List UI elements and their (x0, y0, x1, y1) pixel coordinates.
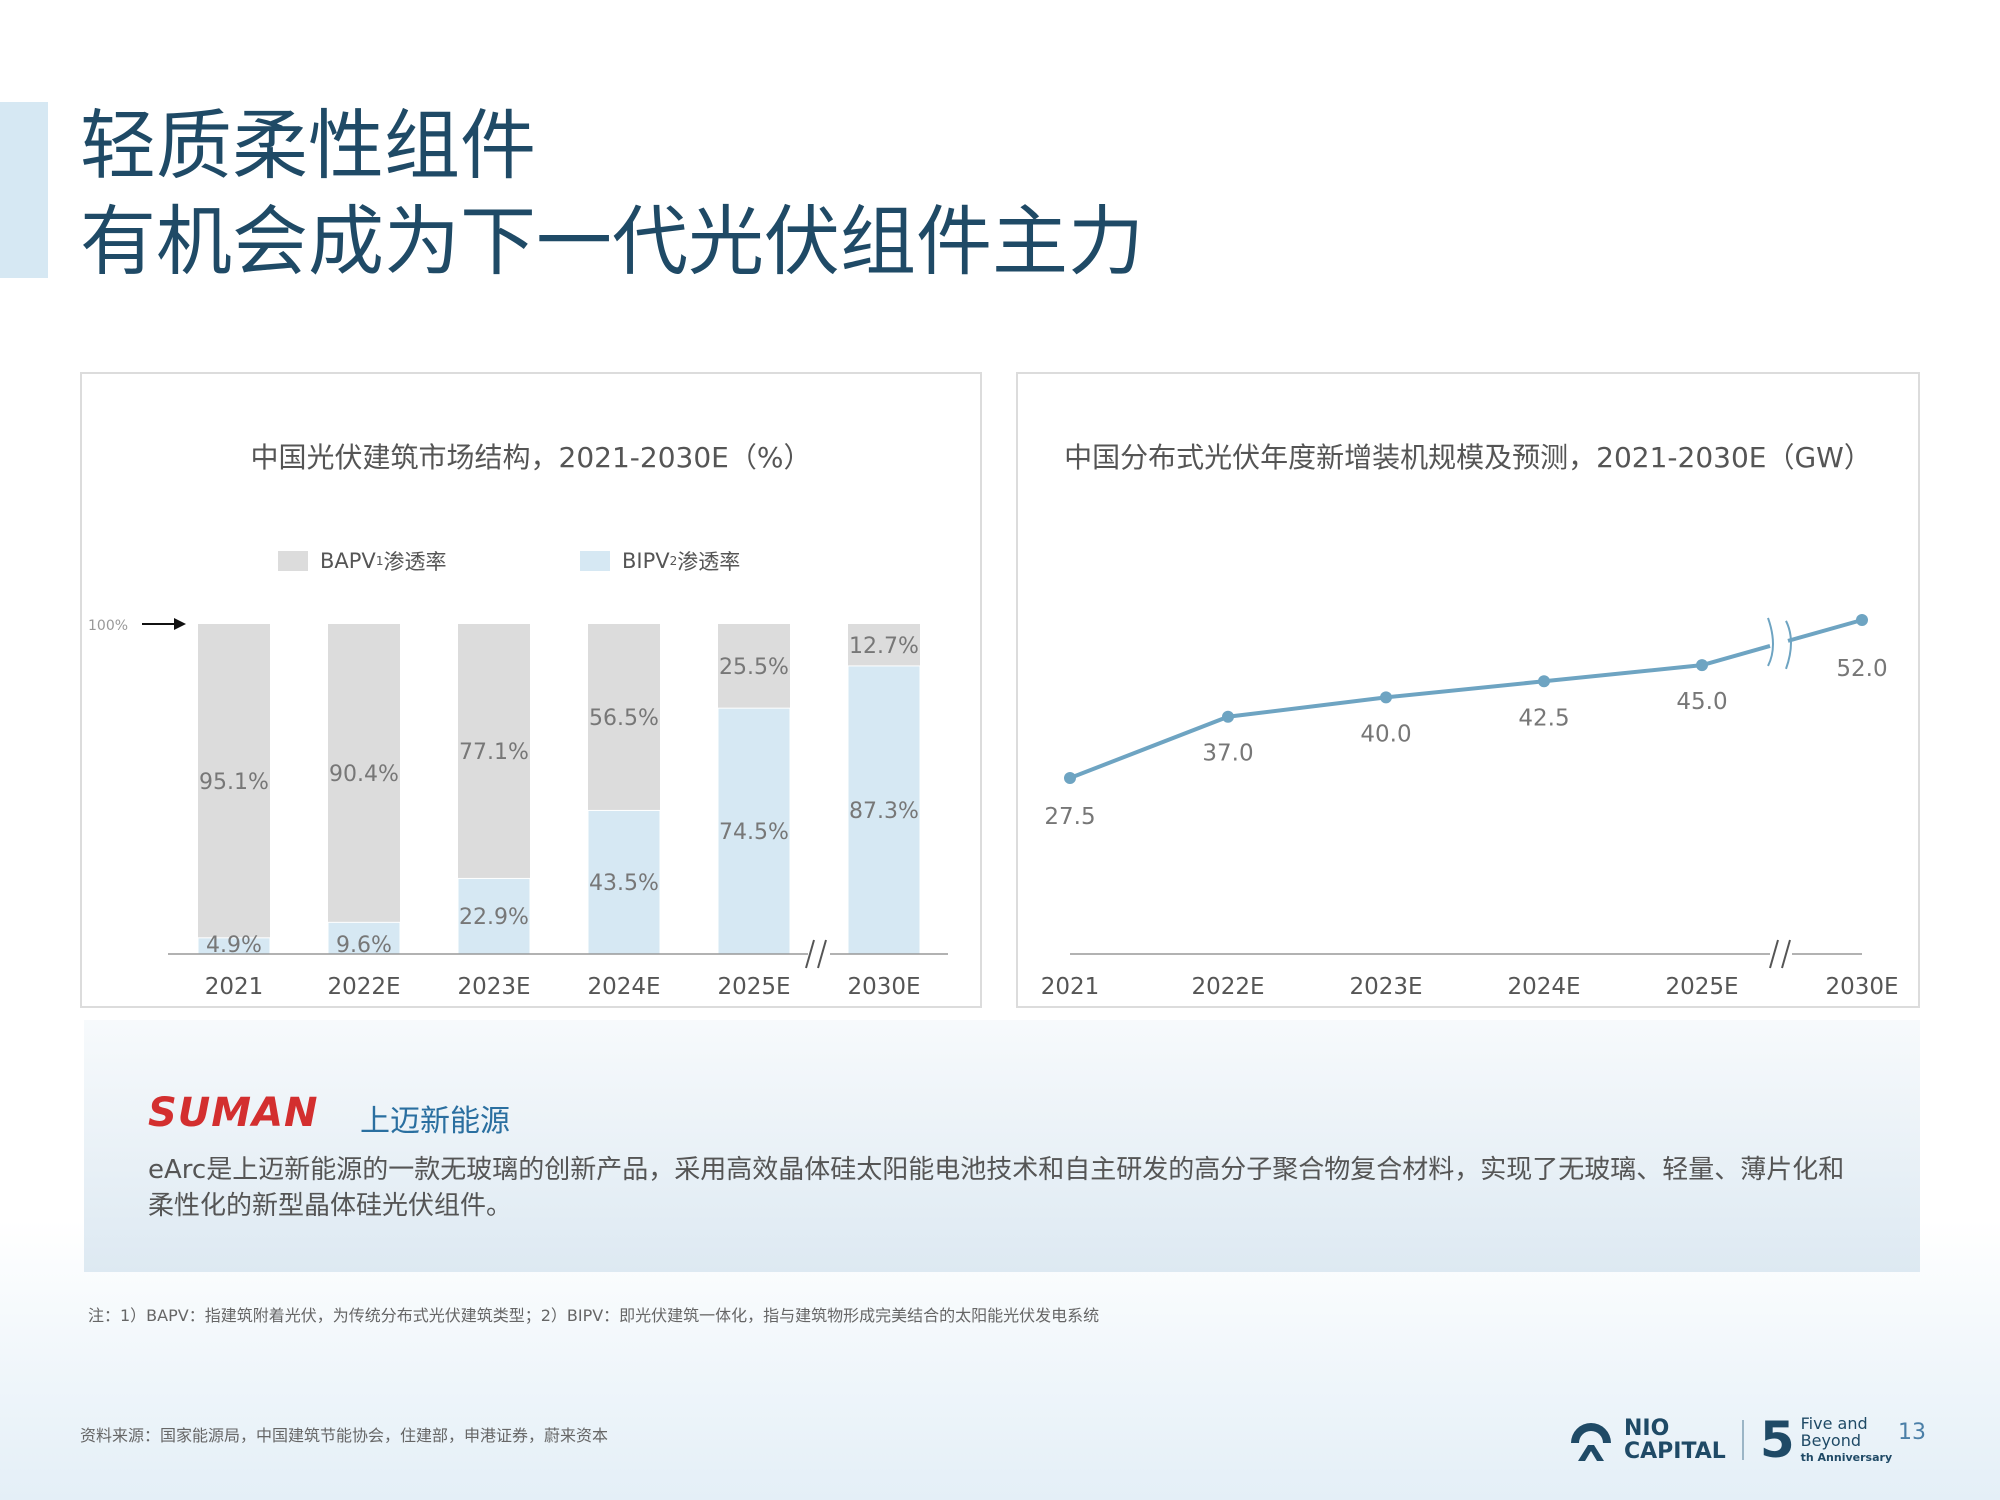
nio-wordmark-line1: NIO (1624, 1416, 1670, 1441)
data-label-2021: 27.5 (1044, 804, 1095, 830)
x-tick-label-2023E: 2023E (457, 974, 530, 1000)
data-label-bapv-2023E: 77.1% (459, 740, 529, 765)
data-label-bapv-2030E: 12.7% (849, 634, 919, 659)
bar-bipv-2024E (587, 809, 661, 955)
data-label-bapv-2022E: 90.4% (329, 762, 399, 787)
bar-bipv-2030E (847, 665, 921, 955)
x-tick-label-2025E: 2025E (717, 974, 790, 1000)
anniversary-line2: Beyond (1800, 1430, 1861, 1450)
stacked-bar-chart: 100%95.1%4.9%202190.4%9.6%2022E77.1%22.9… (88, 618, 948, 1000)
legend-sup-bapv: 1 (375, 554, 384, 568)
x-tick-label-2021: 2021 (205, 974, 264, 1000)
page-title: 轻质柔性组件 有机会成为下一代光伏组件主力 (80, 98, 1144, 290)
x-tick-label-2022E: 2022E (327, 974, 400, 1000)
legend-swatch-bapv (278, 551, 308, 571)
data-label-bapv-2021: 95.1% (199, 770, 269, 795)
bar-bipv-2025E (717, 707, 791, 955)
five-anniversary-mark: 5 (1759, 1411, 1795, 1469)
legend-sup-bipv: 2 (669, 554, 678, 568)
distributed-pv-capacity-panel: 中国分布式光伏年度新增装机规模及预测，2021-2030E（GW） 27.5 20… (1016, 372, 1920, 1008)
company-name: 上迈新能源 (360, 1104, 510, 1139)
bar-bapv-2025E (718, 624, 790, 709)
legend-suffix-bipv: 渗透率 (677, 550, 741, 574)
data-label-bipv-2025E: 74.5% (719, 820, 789, 845)
axis-break-mark-1 (1769, 939, 1779, 969)
data-point-2030E (1856, 614, 1868, 626)
nio-capital-wordmark: NIO CAPITAL (1624, 1417, 1726, 1463)
hundred-percent-arrow-head (174, 618, 186, 630)
data-point-2023E (1380, 691, 1392, 704)
page-title-line2: 有机会成为下一代光伏组件主力 (80, 197, 1144, 286)
x-tick-label-2023E: 2023E (1349, 974, 1422, 1000)
data-point-2024E (1538, 675, 1550, 688)
bar-bapv-2024E (588, 624, 660, 811)
data-point-2021 (1064, 772, 1076, 784)
x-tick-label-2021: 2021 (1041, 974, 1100, 1000)
data-point-2025E (1696, 659, 1708, 672)
data-label-bipv-2023E: 22.9% (459, 905, 529, 930)
anniversary-line1: Five and (1800, 1413, 1868, 1433)
data-label-2030E: 52.0 (1836, 656, 1887, 682)
footnote: 注：1）BAPV：指建筑附着光伏，为传统分布式光伏建筑类型；2）BIPV：即光伏… (88, 1306, 1100, 1325)
x-tick-label-2024E: 2024E (1507, 974, 1580, 1000)
brand-divider (1741, 1420, 1744, 1460)
bipv-market-structure-panel: 中国光伏建筑市场结构，2021-2030E（%） BAPV 1 渗透率 BIPV 2… (80, 372, 982, 1008)
axis-break-mark-2 (817, 939, 827, 969)
page-title-line1: 轻质柔性组件 (80, 101, 536, 190)
bar-bapv-2022E (328, 624, 400, 923)
suman-logo: SUMAN (148, 1090, 319, 1136)
bar-bapv-2023E (458, 624, 530, 879)
data-label-bipv-2030E: 87.3% (849, 799, 919, 824)
anniversary-text: Five and Beyond th Anniversary (1801, 1415, 1893, 1466)
line-break-mark-2 (1785, 620, 1792, 670)
bar-bapv-2030E (848, 624, 920, 666)
line-chart: 27.5 2021 37.0 2022E 40.0 2023E 42.5 2024E 45.0 2… (1041, 614, 1899, 1000)
data-label-2025E: 45.0 (1676, 689, 1727, 715)
legend-item-bapv: BAPV 1 渗透率 (278, 546, 446, 576)
data-label-bapv-2025E: 25.5% (719, 655, 789, 680)
series-line-post-break (1787, 618, 1863, 643)
data-label-2022E: 37.0 (1202, 741, 1253, 767)
data-point-2022E (1222, 710, 1234, 723)
nio-wordmark-line2: CAPITAL (1624, 1439, 1726, 1464)
nio-logo-icon (1571, 1423, 1611, 1461)
bar-bapv-2021 (198, 624, 270, 938)
x-tick-label-2022E: 2022E (1191, 974, 1264, 1000)
right-chart-title: 中国分布式光伏年度新增装机规模及预测，2021-2030E（GW） (1064, 441, 1872, 474)
line-break-mark-1 (1767, 617, 1774, 667)
data-label-bipv-2024E: 43.5% (589, 871, 659, 896)
legend-label-bipv: BIPV (622, 549, 670, 573)
x-tick-label-2030E: 2030E (847, 974, 920, 1000)
series-line-pre-break (1701, 644, 1771, 668)
x-tick-label-2025E: 2025E (1665, 974, 1738, 1000)
legend-swatch-bipv (580, 551, 610, 571)
legend-suffix-bapv: 渗透率 (383, 550, 447, 574)
bar-bipv-2023E (457, 877, 531, 955)
bar-bipv-2022E (327, 921, 401, 955)
company-box: SUMAN 上迈新能源 eArc是上迈新能源的一款无玻璃的创新产品，采用高效晶体… (84, 1020, 1920, 1272)
data-label-2023E: 40.0 (1360, 721, 1411, 747)
left-chart-title: 中国光伏建筑市场结构，2021-2030E（%） (250, 441, 812, 474)
x-tick-label-2030E: 2030E (1825, 974, 1898, 1000)
title-accent-bar (0, 102, 48, 278)
source-note: 资料来源：国家能源局，中国建筑节能协会，住建部，申港证券，蔚来资本 (80, 1426, 609, 1445)
x-tick-label-2024E: 2024E (587, 974, 660, 1000)
legend-label-bapv: BAPV (320, 549, 376, 573)
hundred-percent-label: 100% (88, 618, 128, 634)
brand-logos: NIO CAPITAL 5 Five and Beyond th Anniver… (1566, 1412, 1892, 1468)
legend-item-bipv: BIPV 2 渗透率 (580, 546, 740, 576)
anniversary-line3: th Anniversary (1800, 1450, 1893, 1464)
data-label-2024E: 42.5 (1518, 705, 1569, 731)
axis-break-mark-2 (1781, 939, 1791, 969)
data-label-bapv-2024E: 56.5% (589, 706, 659, 731)
axis-break-mark-1 (805, 939, 815, 969)
page-number: 13 (1898, 1420, 1926, 1445)
company-description: eArc是上迈新能源的一款无玻璃的创新产品，采用高效晶体硅太阳能电池技术和自主研… (148, 1155, 1845, 1221)
